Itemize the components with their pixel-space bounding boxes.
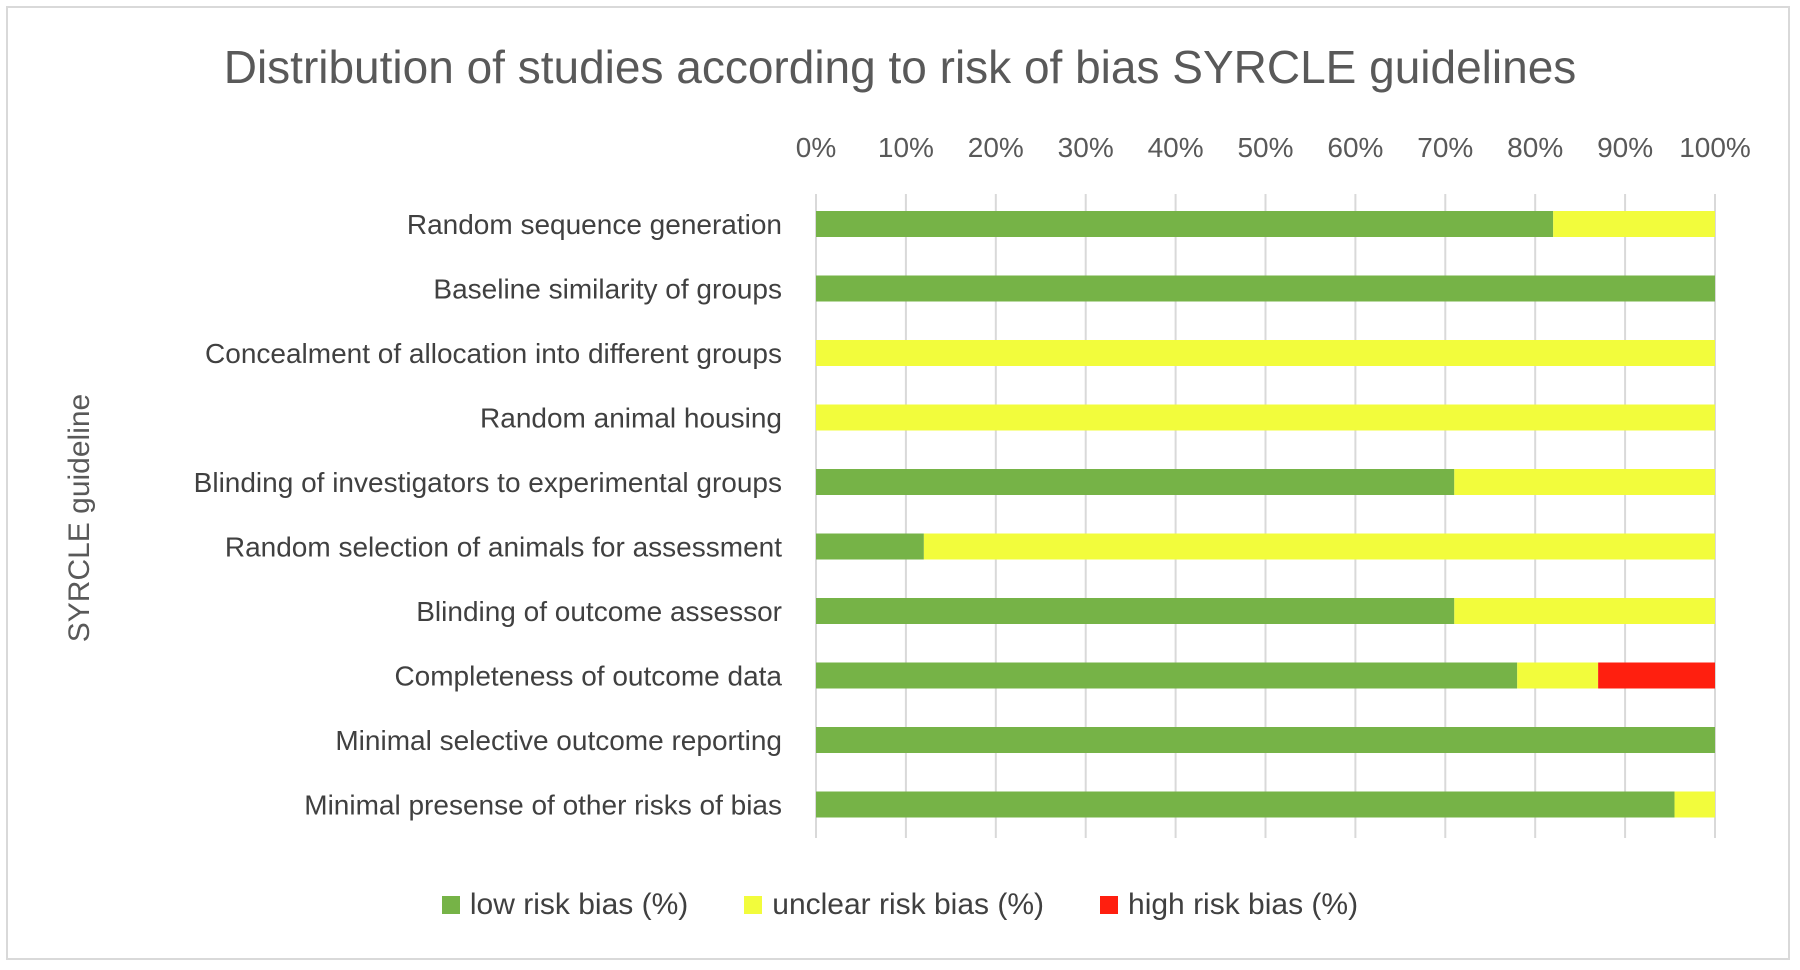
category-label: Random sequence generation [407,209,782,240]
bar-segment-unclear [1454,469,1715,495]
x-tick-label: 50% [1237,132,1293,163]
category-label: Completeness of outcome data [394,661,782,692]
category-label: Minimal presense of other risks of bias [304,790,782,821]
x-tick-label: 30% [1058,132,1114,163]
legend-swatch-low [441,896,460,914]
x-tick-label: 70% [1417,132,1473,163]
category-label: Minimal selective outcome reporting [335,725,782,756]
bar-segment-unclear [923,533,1715,560]
legend-label-low: low risk bias (%) [469,888,689,921]
legend-swatch-unclear [744,896,763,914]
legend-label-unclear: unclear risk bias (%) [772,888,1045,921]
bar-segment-low [816,211,1554,237]
bar-segment-low [816,662,1518,689]
bar-segment-low [816,791,1675,818]
category-label: Random selection of animals for assessme… [225,532,782,563]
bar-segment-low [816,533,924,560]
bar-segment-unclear [1454,598,1715,624]
bar-segment-unclear [816,404,1715,431]
legend: low risk bias (%) unclear risk bias (%) … [0,888,1800,922]
bar-segment-unclear [1674,791,1715,818]
legend-item-unclear: unclear risk bias (%) [744,888,1044,922]
x-tick-label: 80% [1507,132,1563,163]
bar-segment-unclear [1553,211,1715,237]
bar-segment-unclear [816,340,1715,366]
legend-swatch-high [1100,896,1119,914]
x-tick-label: 40% [1148,132,1204,163]
category-label: Random animal housing [480,403,782,434]
category-label: Concealment of allocation into different… [205,338,782,369]
bar-segment-low [816,727,1715,753]
x-tick-label: 0% [796,132,836,163]
y-axis-title: SYRCLE guideline [63,394,96,642]
x-tick-label: 60% [1327,132,1383,163]
x-tick-label: 100% [1679,132,1751,163]
category-label: Baseline similarity of groups [433,274,782,305]
legend-label-high: high risk bias (%) [1128,888,1359,921]
legend-item-high: high risk bias (%) [1100,888,1358,922]
chart-frame [6,6,1790,960]
bar-segment-unclear [1517,662,1599,689]
category-label: Blinding of investigators to experimenta… [194,467,782,498]
chart-title: Distribution of studies according to ris… [223,41,1577,93]
x-tick-label: 90% [1597,132,1653,163]
bar-segment-low [816,469,1455,495]
legend-item-low: low risk bias (%) [441,888,689,922]
bar-segment-high [1598,662,1715,689]
category-label: Blinding of outcome assessor [416,596,782,627]
x-tick-label: 10% [878,132,934,163]
x-tick-label: 20% [968,132,1024,163]
bar-segment-low [816,275,1715,302]
bar-segment-low [816,598,1455,624]
